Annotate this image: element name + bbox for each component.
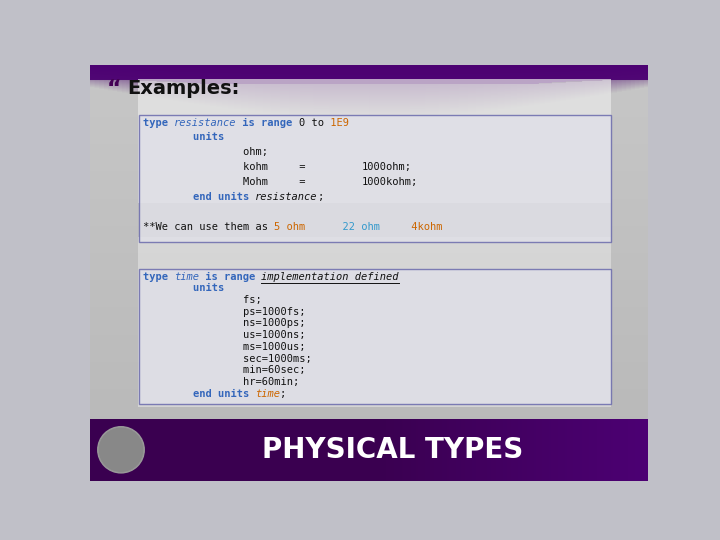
Text: 1000kohm;: 1000kohm;	[361, 177, 418, 187]
Text: resistance: resistance	[174, 118, 236, 127]
Text: sec=1000ms;: sec=1000ms;	[143, 354, 312, 363]
Circle shape	[98, 427, 144, 473]
Text: end units: end units	[143, 389, 255, 399]
Text: 0 to: 0 to	[299, 118, 324, 127]
Text: time: time	[174, 272, 199, 281]
Text: ms=1000us;: ms=1000us;	[143, 342, 305, 352]
Text: Mohm: Mohm	[143, 177, 268, 187]
FancyBboxPatch shape	[139, 269, 611, 403]
Text: Examples:: Examples:	[127, 79, 240, 98]
Text: end units: end units	[143, 192, 255, 202]
Circle shape	[99, 428, 143, 471]
Text: 5 ohm: 5 ohm	[274, 222, 305, 232]
Text: is range: is range	[236, 118, 299, 127]
Text: us=1000ns;: us=1000ns;	[143, 330, 305, 340]
Text: PHYSICAL TYPES: PHYSICAL TYPES	[261, 436, 523, 464]
Text: is range: is range	[199, 272, 261, 281]
Text: time: time	[255, 389, 280, 399]
Text: type: type	[143, 272, 174, 281]
Text: ;: ;	[280, 389, 287, 399]
Text: =: =	[268, 177, 361, 187]
Text: 1000ohm;: 1000ohm;	[361, 163, 411, 172]
Text: 1E9: 1E9	[324, 118, 349, 127]
Text: “: “	[107, 79, 122, 99]
Text: resistance: resistance	[255, 192, 318, 202]
Text: implementation defined: implementation defined	[261, 272, 399, 281]
Text: units: units	[143, 284, 224, 293]
Text: ns=1000ps;: ns=1000ps;	[143, 319, 305, 328]
Text: kohm: kohm	[143, 163, 268, 172]
Text: **We can use them as: **We can use them as	[143, 222, 274, 232]
Text: type: type	[143, 118, 174, 127]
Text: =: =	[268, 163, 361, 172]
Text: ohm;: ohm;	[143, 147, 268, 158]
Text: ;: ;	[318, 192, 324, 202]
FancyBboxPatch shape	[139, 115, 611, 242]
Text: units: units	[143, 132, 224, 143]
Text: fs;: fs;	[143, 295, 261, 305]
Text: ps=1000fs;: ps=1000fs;	[143, 307, 305, 316]
Bar	[90, 419, 648, 481]
Text: 22 ohm: 22 ohm	[305, 222, 380, 232]
Text: min=60sec;: min=60sec;	[143, 365, 305, 375]
Text: 4kohm: 4kohm	[380, 222, 443, 232]
Text: hr=60min;: hr=60min;	[143, 377, 299, 387]
